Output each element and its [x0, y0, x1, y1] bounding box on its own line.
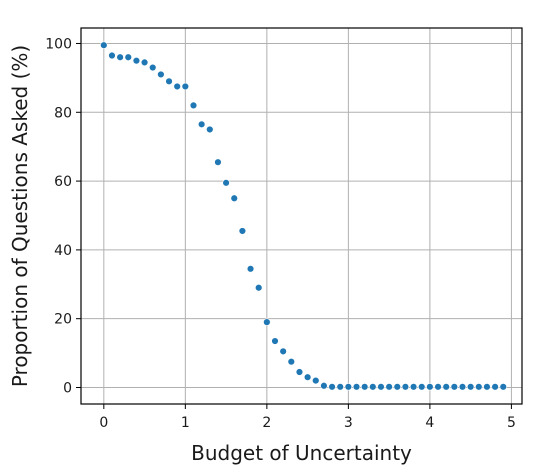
- x-tick-label: 4: [425, 415, 434, 431]
- grid-layer: [81, 28, 522, 404]
- data-point: [499, 383, 507, 391]
- data-point: [149, 63, 157, 72]
- data-point: [271, 337, 279, 345]
- data-point: [287, 357, 296, 366]
- data-point: [140, 58, 149, 67]
- data-point: [466, 383, 475, 391]
- data-point: [214, 158, 222, 166]
- data-point: [108, 51, 116, 60]
- data-point: [434, 383, 442, 391]
- data-point: [100, 41, 108, 49]
- data-point: [197, 120, 206, 129]
- data-point: [401, 383, 410, 391]
- data-point: [279, 347, 287, 356]
- data-point: [132, 56, 141, 65]
- data-points: [100, 41, 507, 391]
- data-point: [320, 382, 328, 390]
- x-tick-label: 5: [507, 415, 516, 431]
- data-point: [173, 82, 181, 91]
- x-tick-label: 1: [181, 415, 190, 431]
- data-point: [116, 53, 124, 61]
- data-point: [352, 383, 361, 391]
- data-point: [222, 179, 230, 187]
- y-tick-label: 0: [63, 380, 72, 396]
- x-axis-title: Budget of Uncertainty: [191, 441, 412, 465]
- data-point: [165, 77, 173, 86]
- data-point: [181, 82, 190, 91]
- data-point: [238, 227, 247, 235]
- data-point: [336, 383, 344, 391]
- data-point: [418, 383, 426, 391]
- data-point: [491, 383, 499, 391]
- x-tick-label: 3: [344, 415, 353, 431]
- data-point: [230, 194, 238, 202]
- data-point: [450, 383, 459, 391]
- data-point: [189, 101, 198, 110]
- y-tick-label: 100: [45, 36, 72, 52]
- data-point: [206, 125, 214, 134]
- data-point: [303, 373, 312, 381]
- data-point: [263, 318, 271, 326]
- data-point: [458, 383, 467, 391]
- data-point: [426, 383, 434, 391]
- data-point: [246, 265, 255, 273]
- data-point: [475, 383, 483, 391]
- data-point: [377, 383, 385, 391]
- tick-layer: 0 1 2 3 4 5 0 20 40 60 80 100: [45, 36, 516, 431]
- data-point: [360, 383, 369, 391]
- plot-frame: [80, 27, 523, 405]
- data-point: [483, 383, 491, 391]
- data-point: [393, 383, 401, 391]
- x-tick-label: 0: [99, 415, 108, 431]
- x-tick-label: 2: [262, 415, 271, 431]
- y-axis-title: Proportion of Questions Asked (%): [8, 45, 32, 387]
- data-point: [385, 383, 393, 391]
- data-point: [157, 70, 165, 79]
- data-point: [442, 383, 450, 391]
- y-tick-label: 60: [54, 174, 72, 190]
- data-point: [295, 368, 304, 376]
- data-point: [369, 383, 377, 391]
- y-tick-label: 20: [54, 312, 72, 328]
- data-point: [124, 53, 132, 61]
- data-point: [409, 383, 418, 391]
- data-point: [255, 284, 263, 292]
- data-point: [312, 376, 320, 385]
- data-point: [328, 383, 336, 391]
- y-tick-label: 40: [54, 243, 72, 259]
- y-tick-label: 80: [54, 105, 72, 121]
- data-point: [344, 383, 353, 391]
